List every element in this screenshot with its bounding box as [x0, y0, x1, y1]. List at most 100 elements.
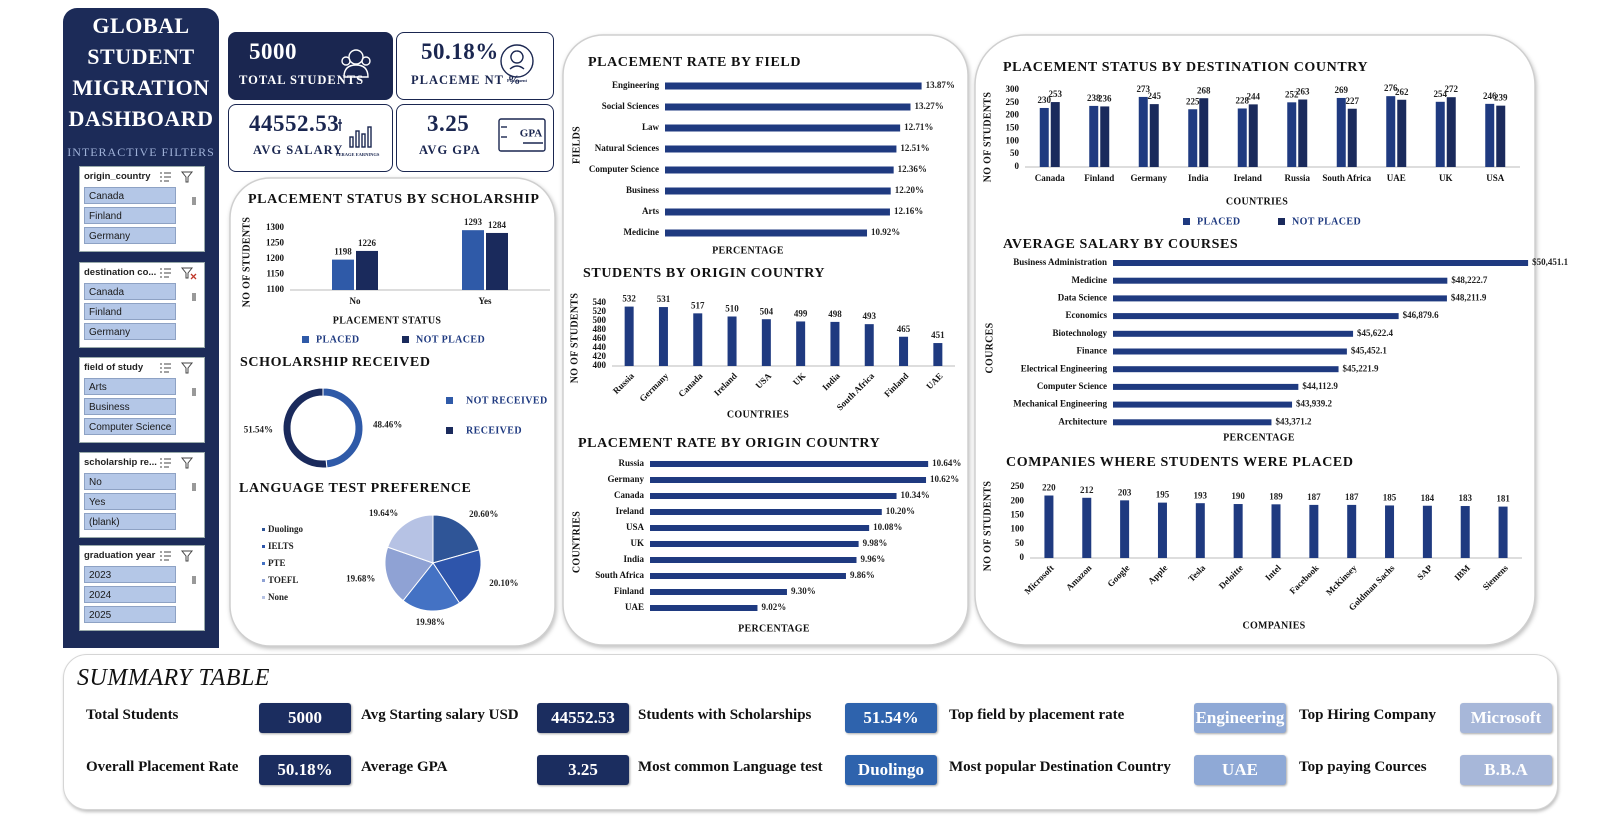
filter-card: graduation year 2023 2024 2025 [79, 545, 205, 631]
filter-item[interactable]: 2023 [84, 566, 176, 583]
data-label: 239 [1494, 93, 1508, 103]
bar [1113, 330, 1354, 337]
summary-value: 44552.53 [537, 703, 629, 733]
chart-title: STUDENTS BY ORIGIN COUNTRY [583, 266, 825, 281]
filter-item[interactable]: Germany [84, 323, 176, 340]
y-tick-label: 500 [593, 315, 607, 325]
data-label: 9.96% [861, 554, 886, 564]
summary-title: SUMMARY TABLE [77, 665, 270, 691]
bar [1149, 104, 1159, 167]
filter-item[interactable]: Arts [84, 378, 176, 395]
y-tick-label: USA [626, 522, 645, 532]
x-tick-label: India [1188, 173, 1209, 183]
summary-label: Most popular Destination Country [949, 759, 1171, 775]
filter-item[interactable]: Canada [84, 283, 176, 300]
legend-label: NOT PLACED [416, 334, 485, 345]
filter-item[interactable]: Business [84, 398, 176, 415]
kpi-label: AVG GPA [419, 143, 481, 157]
y-tick-label: UAE [625, 602, 644, 612]
data-label: 10.92% [871, 227, 900, 237]
bar [830, 321, 840, 366]
bar [1397, 99, 1407, 167]
data-label: $50,451.1 [1532, 257, 1569, 267]
filter-icons[interactable] [158, 266, 200, 285]
summary-value: UAE [1194, 755, 1286, 785]
bar [1157, 502, 1167, 558]
filter-item[interactable]: Yes [84, 493, 176, 510]
sidebar: GLOBAL STUDENT MIGRATION DASHBOARD INTER… [63, 8, 219, 648]
legend-swatch [262, 528, 265, 531]
y-tick-label: Medicine [624, 227, 660, 237]
filter-icons[interactable] [158, 361, 200, 380]
chart-title: PLACEMENT RATE BY ORIGIN COUNTRY [578, 436, 880, 451]
data-label: 225 [1186, 96, 1200, 106]
y-tick-label: Engineering [612, 80, 660, 90]
icons [160, 267, 197, 280]
y-tick-label: Economics [1066, 310, 1108, 320]
filter-scrollbar [192, 197, 196, 205]
kpi-card: 50.18% PLACEME NT % Placement [396, 32, 554, 100]
bar [650, 605, 758, 611]
kpi-label: TOTAL STUDENTS [239, 73, 365, 87]
kpi-icon [341, 49, 371, 78]
filter-item[interactable]: (blank) [84, 513, 176, 530]
filter-item[interactable]: Canada [84, 187, 176, 204]
bar [665, 166, 894, 174]
data-label: 189 [1269, 491, 1283, 501]
filter-icons[interactable] [158, 456, 200, 475]
legend-swatch [262, 562, 265, 565]
data-label: 19.64% [369, 508, 398, 518]
filter-item[interactable]: 2025 [84, 606, 176, 623]
y-tick-label: 540 [593, 297, 607, 307]
data-label: 20.60% [469, 509, 498, 519]
filter-item[interactable]: Germany [84, 227, 176, 244]
y-tick-label: Finance [1077, 346, 1108, 356]
data-label: 246 [1483, 91, 1497, 101]
data-label: 517 [691, 300, 705, 310]
data-label: 268 [1197, 85, 1211, 95]
filter-item[interactable]: Finland [84, 207, 176, 224]
legend-swatch [446, 427, 453, 434]
data-label: 228 [1236, 96, 1250, 106]
bar [933, 343, 943, 366]
filter-card: origin_country Canada Finland Germany [79, 166, 205, 252]
filter-item[interactable]: Finland [84, 303, 176, 320]
bar [1100, 106, 1110, 167]
data-label: $43,939.2 [1296, 399, 1333, 409]
y-axis-label: NO OF STUDENTS [982, 481, 993, 572]
bar [650, 477, 927, 483]
filter-name: field of study [84, 362, 144, 373]
y-tick-label: 150 [1006, 123, 1020, 133]
summary-label: Most common Language test [638, 759, 823, 775]
bar [1113, 348, 1347, 355]
data-label: 244 [1247, 91, 1261, 101]
data-label: 498 [828, 309, 842, 319]
x-tick-label: Ireland [1234, 173, 1262, 183]
data-label: 193 [1194, 490, 1208, 500]
data-label: 13.27% [914, 101, 943, 111]
x-tick-label: Canada [1035, 173, 1066, 183]
filter-icons[interactable] [158, 170, 200, 189]
y-tick-label: 1300 [266, 222, 285, 232]
data-label: 220 [1042, 483, 1056, 493]
y-tick-label: India [623, 554, 644, 564]
filter-item[interactable]: Computer Science [84, 418, 176, 435]
bar [1496, 105, 1506, 167]
filter-item[interactable]: 2024 [84, 586, 176, 603]
filter-icons[interactable] [158, 549, 200, 568]
data-label: $45,452.1 [1351, 346, 1388, 356]
filter-item[interactable]: No [84, 473, 176, 490]
bar [1138, 96, 1148, 167]
x-tick-label: Yes [479, 296, 492, 306]
legend-swatch [262, 545, 265, 548]
legend-swatch [262, 579, 265, 582]
bar [1386, 96, 1396, 167]
data-label: $43,371.2 [1275, 416, 1312, 426]
x-tick-label: No [350, 296, 361, 306]
chart-title: AVERAGE SALARY BY COURSES [1003, 237, 1238, 252]
data-label: 12.16% [894, 206, 923, 216]
y-tick-label: Social Sciences [602, 101, 660, 111]
data-label: 203 [1118, 487, 1132, 497]
summary-label: Total Students [86, 707, 179, 723]
